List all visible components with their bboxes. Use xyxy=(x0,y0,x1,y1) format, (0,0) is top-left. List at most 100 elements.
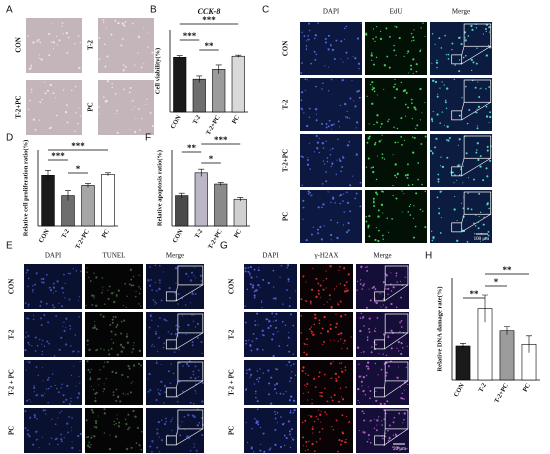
cell xyxy=(116,131,119,134)
cell xyxy=(373,200,375,202)
cell xyxy=(41,98,43,101)
micrograph xyxy=(430,22,492,75)
cell xyxy=(387,287,390,291)
bar xyxy=(214,183,228,227)
cell xyxy=(38,119,41,121)
cell xyxy=(306,344,308,346)
cell xyxy=(133,345,135,347)
cell xyxy=(201,434,204,437)
cell xyxy=(479,211,482,214)
cell xyxy=(117,21,120,25)
cell xyxy=(147,279,150,282)
cell xyxy=(33,283,37,286)
cell xyxy=(89,280,92,282)
cell xyxy=(274,417,277,420)
cell xyxy=(88,446,91,449)
cell xyxy=(151,124,154,127)
cell xyxy=(383,402,386,405)
cell xyxy=(117,289,120,292)
cell xyxy=(191,292,194,296)
zoom-line xyxy=(384,284,386,292)
cell xyxy=(482,179,485,182)
error-bar xyxy=(215,64,222,74)
cell xyxy=(371,346,373,348)
cell xyxy=(334,372,338,376)
cell xyxy=(360,265,363,269)
cell xyxy=(306,163,310,166)
cell xyxy=(136,426,139,430)
x-tick-label: T-2+PC xyxy=(74,228,91,250)
cell xyxy=(434,80,438,84)
cell xyxy=(45,413,47,415)
cell xyxy=(330,219,332,221)
cell xyxy=(268,393,271,396)
cell xyxy=(419,87,422,91)
cell xyxy=(157,336,161,339)
cell xyxy=(408,205,411,208)
cell xyxy=(395,54,397,56)
cell xyxy=(407,211,410,213)
micrograph xyxy=(430,190,492,243)
cell xyxy=(392,434,395,436)
cell xyxy=(261,306,263,308)
cell xyxy=(24,348,27,352)
row-label: T-2 xyxy=(282,99,290,109)
cell xyxy=(381,424,383,426)
cell xyxy=(335,322,338,325)
cell xyxy=(374,301,376,303)
cell xyxy=(172,417,174,419)
cell xyxy=(75,385,77,387)
cell xyxy=(113,300,116,304)
cell xyxy=(95,391,98,394)
cell xyxy=(272,320,274,322)
cell xyxy=(27,277,30,280)
cell xyxy=(335,173,337,176)
cell xyxy=(269,324,272,327)
cell xyxy=(102,391,104,393)
cell xyxy=(318,151,321,154)
cell xyxy=(302,366,305,369)
cell xyxy=(91,294,94,297)
cell xyxy=(424,226,427,229)
cell xyxy=(52,92,55,95)
cell xyxy=(152,299,155,301)
cell xyxy=(149,284,152,287)
cell xyxy=(140,305,142,307)
cell xyxy=(255,289,258,292)
cell xyxy=(329,44,332,47)
cell xyxy=(451,48,453,51)
cell xyxy=(324,411,327,414)
cell xyxy=(476,142,479,145)
cell xyxy=(489,159,492,162)
cell xyxy=(355,127,357,129)
cell xyxy=(466,122,469,125)
cell xyxy=(130,278,133,281)
cell xyxy=(341,396,343,398)
cell xyxy=(275,368,278,371)
cell xyxy=(459,174,461,176)
cell xyxy=(388,231,390,233)
cell xyxy=(315,295,318,299)
cell xyxy=(265,318,268,321)
cell xyxy=(78,67,81,70)
cell xyxy=(283,423,285,425)
cell xyxy=(378,353,380,355)
cell xyxy=(441,81,443,83)
cell xyxy=(362,318,364,320)
cell xyxy=(344,366,347,368)
cell xyxy=(349,184,352,187)
cell xyxy=(362,350,365,353)
cell xyxy=(388,66,391,69)
cell xyxy=(486,145,489,148)
cell xyxy=(66,384,69,388)
inset-box xyxy=(165,435,177,446)
cell xyxy=(372,38,374,40)
cell xyxy=(71,427,73,429)
cell xyxy=(55,290,57,292)
cell xyxy=(33,385,35,387)
cell xyxy=(400,135,403,138)
cell xyxy=(365,220,368,223)
cell xyxy=(31,91,33,93)
cell xyxy=(270,376,273,379)
cell xyxy=(246,442,249,444)
